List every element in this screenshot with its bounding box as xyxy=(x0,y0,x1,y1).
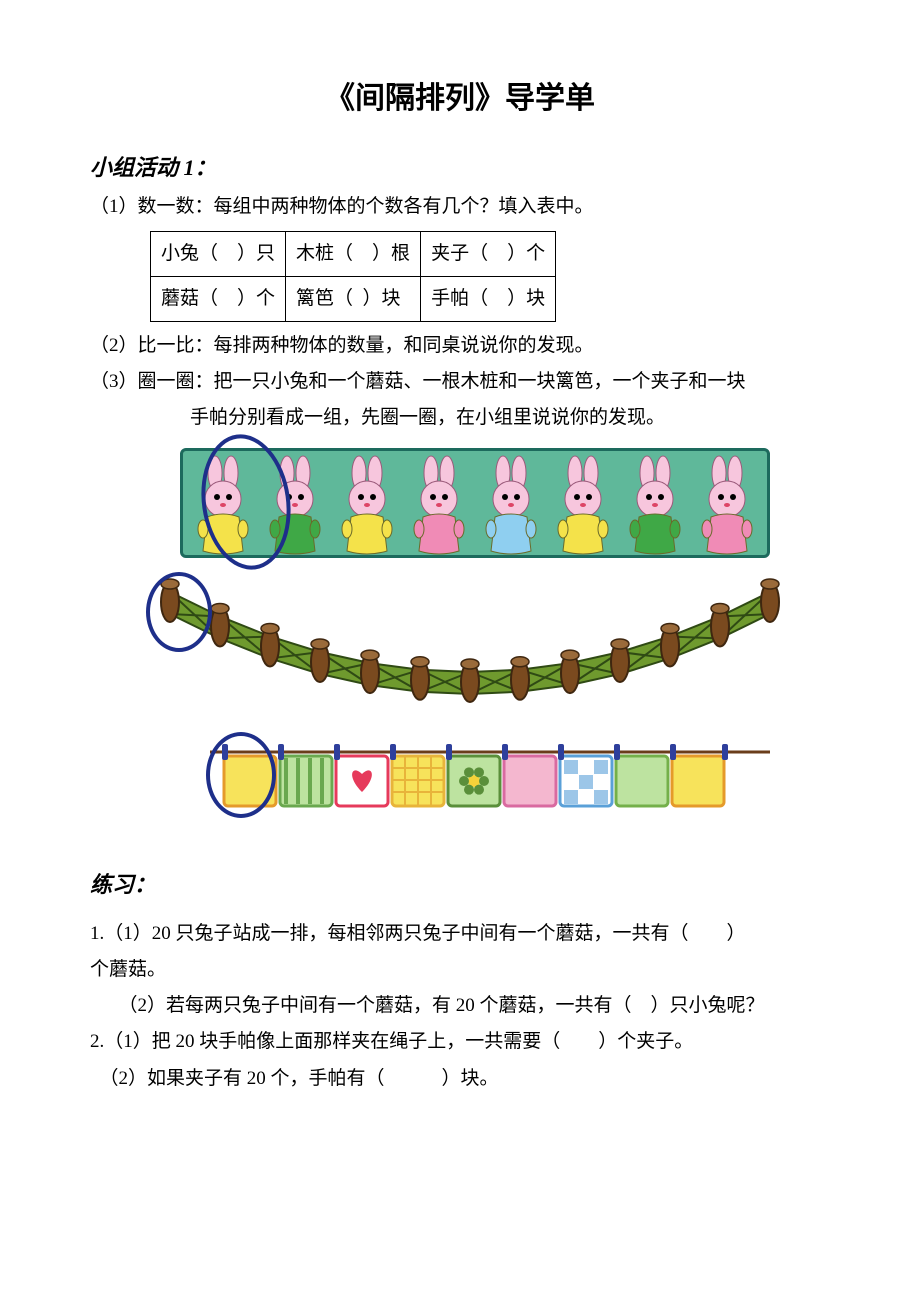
q3-line1: （3）圈一圈：把一只小兔和一个蘑菇、一根木桩和一块篱笆，一个夹子和一块 xyxy=(90,364,830,400)
cell-post: 木桩（ ）根 xyxy=(286,231,421,276)
t: 夹子（ xyxy=(431,243,488,264)
t: ）个 xyxy=(237,288,275,309)
t: ）个 xyxy=(507,243,545,264)
t: 小兔（ xyxy=(161,243,218,264)
q3-line2: 手帕分别看成一组，先圈一圈，在小组里说说你的发现。 xyxy=(190,400,830,436)
t: 篱笆（ xyxy=(296,288,353,309)
rabbit-icon xyxy=(409,455,469,555)
rabbit-icon xyxy=(337,455,397,555)
cell-hanky: 手帕（ ）块 xyxy=(421,276,556,321)
cell-rabbit: 小兔（ ）只 xyxy=(151,231,286,276)
illustrations xyxy=(150,448,770,824)
q1-text: （1）数一数：每组中两种物体的个数各有几个？填入表中。 xyxy=(90,189,830,225)
q2-text: （2）比一比：每排两种物体的数量，和同桌说说你的发现。 xyxy=(90,328,830,364)
t: 木桩（ xyxy=(296,243,353,264)
rabbit-icon xyxy=(553,455,613,555)
cell-clip: 夹子（ ）个 xyxy=(421,231,556,276)
exercise-heading: 练习： xyxy=(90,864,830,906)
t: ）块 xyxy=(363,288,401,309)
page-title: 《间隔排列》导学单 xyxy=(90,70,830,127)
rabbits-row xyxy=(180,448,770,558)
rabbit-icon xyxy=(193,455,253,555)
cell-fence: 篱笆（ ）块 xyxy=(286,276,421,321)
t: ）块 xyxy=(507,288,545,309)
fill-table: 小兔（ ）只 木桩（ ）根 夹子（ ）个 蘑菇（ ）个 篱笆（ ）块 手帕（ ）… xyxy=(150,231,556,322)
activity-heading: 小组活动 1： xyxy=(90,147,830,189)
cell-mushroom: 蘑菇（ ）个 xyxy=(151,276,286,321)
t: 手帕（ xyxy=(431,288,488,309)
t: 蘑菇（ xyxy=(161,288,218,309)
rabbit-icon xyxy=(481,455,541,555)
ex2-2: （2）如果夹子有 20 个，手帕有（ ）块。 xyxy=(90,1061,830,1097)
rabbit-icon xyxy=(697,455,757,555)
ex1-2: （2）若每两只兔子中间有一个蘑菇，有 20 个蘑菇，一共有（ ）只小兔呢？ xyxy=(90,988,830,1024)
fence-illustration xyxy=(150,566,790,716)
clothesline-illustration xyxy=(210,734,770,824)
rabbit-icon xyxy=(625,455,685,555)
t: ）根 xyxy=(372,243,410,264)
ex2-1: 2.（1）把 20 块手帕像上面那样夹在绳子上，一共需要（ ）个夹子。 xyxy=(90,1024,830,1060)
rabbit-icon xyxy=(265,455,325,555)
ex1-1b: 个蘑菇。 xyxy=(90,952,830,988)
t: ）只 xyxy=(237,243,275,264)
ex1-1a: 1.（1）20 只兔子站成一排，每相邻两只兔子中间有一个蘑菇，一共有（ ） xyxy=(90,916,830,952)
exercise-1: 1.（1）20 只兔子站成一排，每相邻两只兔子中间有一个蘑菇，一共有（ ） 个蘑… xyxy=(90,916,830,1096)
